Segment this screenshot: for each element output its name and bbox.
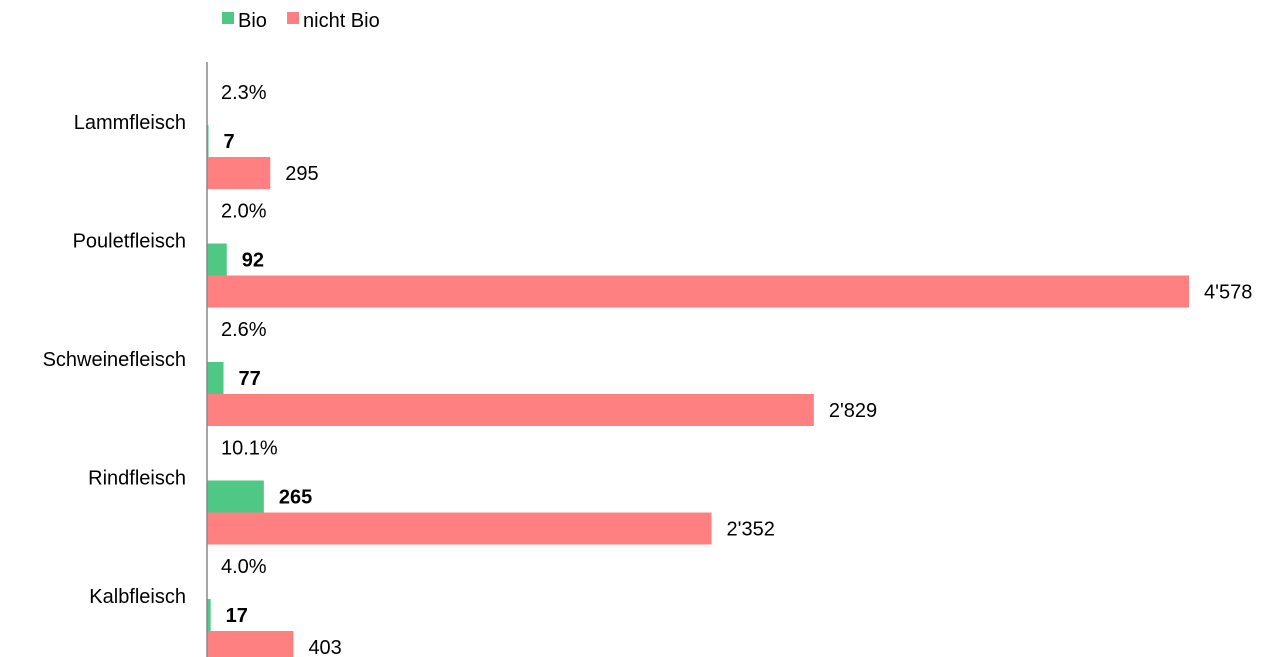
bar-nicht-bio-kalbfleisch xyxy=(207,631,294,657)
nicht-bio-value-label: 403 xyxy=(308,637,341,657)
legend-label-bio: Bio xyxy=(238,10,267,32)
category-group-pouletfleisch: 2.0% 92 4'578 Pouletfleisch xyxy=(73,201,1252,308)
nicht-bio-value-label: 2'829 xyxy=(829,400,877,422)
category-group-schweinefleisch: 2.6% 77 2'829 Schweinefleisch xyxy=(43,319,877,426)
bio-value-label: 77 xyxy=(239,368,261,390)
plot-area: 2.3% 7 295 Lammfleisch 2.0% 92 4'578 Pouletflei… xyxy=(43,82,1252,657)
category-label-pouletfleisch: Pouletfleisch xyxy=(73,231,186,253)
bar-bio-kalbfleisch xyxy=(207,599,211,631)
bar-nicht-bio-pouletfleisch xyxy=(207,275,1189,308)
bar-bio-lammfleisch xyxy=(207,125,209,157)
nicht-bio-value-label: 4'578 xyxy=(1204,282,1252,304)
legend: Bio nicht Bio xyxy=(222,10,380,32)
bar-nicht-bio-rindfleisch xyxy=(207,512,712,545)
category-group-lammfleisch: 2.3% 7 295 Lammfleisch xyxy=(74,82,319,189)
bar-bio-rindfleisch xyxy=(207,480,264,513)
bar-bio-schweinefleisch xyxy=(207,362,224,394)
legend-swatch-nicht-bio xyxy=(287,12,299,24)
bio-share-label: 4.0% xyxy=(221,556,267,578)
bio-value-label: 265 xyxy=(279,487,312,509)
bio-value-label: 92 xyxy=(242,250,264,272)
nicht-bio-value-label: 295 xyxy=(285,163,318,185)
bio-share-label: 2.6% xyxy=(221,319,267,341)
category-label-rindfleisch: Rindfleisch xyxy=(88,468,186,490)
bar-bio-pouletfleisch xyxy=(207,243,227,276)
category-label-lammfleisch: Lammfleisch xyxy=(74,112,186,134)
legend-label-nicht-bio: nicht Bio xyxy=(303,10,380,32)
bio-share-label: 2.3% xyxy=(221,82,267,104)
legend-swatch-bio xyxy=(222,12,234,24)
category-group-rindfleisch: 10.1% 265 2'352 Rindfleisch xyxy=(88,438,775,545)
category-group-kalbfleisch: 4.0% 17 403 Kalbfleisch xyxy=(89,556,342,657)
bio-value-label: 7 xyxy=(224,131,235,153)
category-label-schweinefleisch: Schweinefleisch xyxy=(43,349,186,371)
bar-nicht-bio-schweinefleisch xyxy=(207,394,814,426)
bio-value-label: 17 xyxy=(226,605,248,627)
nicht-bio-value-label: 2'352 xyxy=(727,519,775,541)
bio-share-label: 2.0% xyxy=(221,201,267,223)
bio-share-label: 10.1% xyxy=(221,438,278,460)
bar-nicht-bio-lammfleisch xyxy=(207,157,271,189)
category-label-kalbfleisch: Kalbfleisch xyxy=(89,586,186,608)
